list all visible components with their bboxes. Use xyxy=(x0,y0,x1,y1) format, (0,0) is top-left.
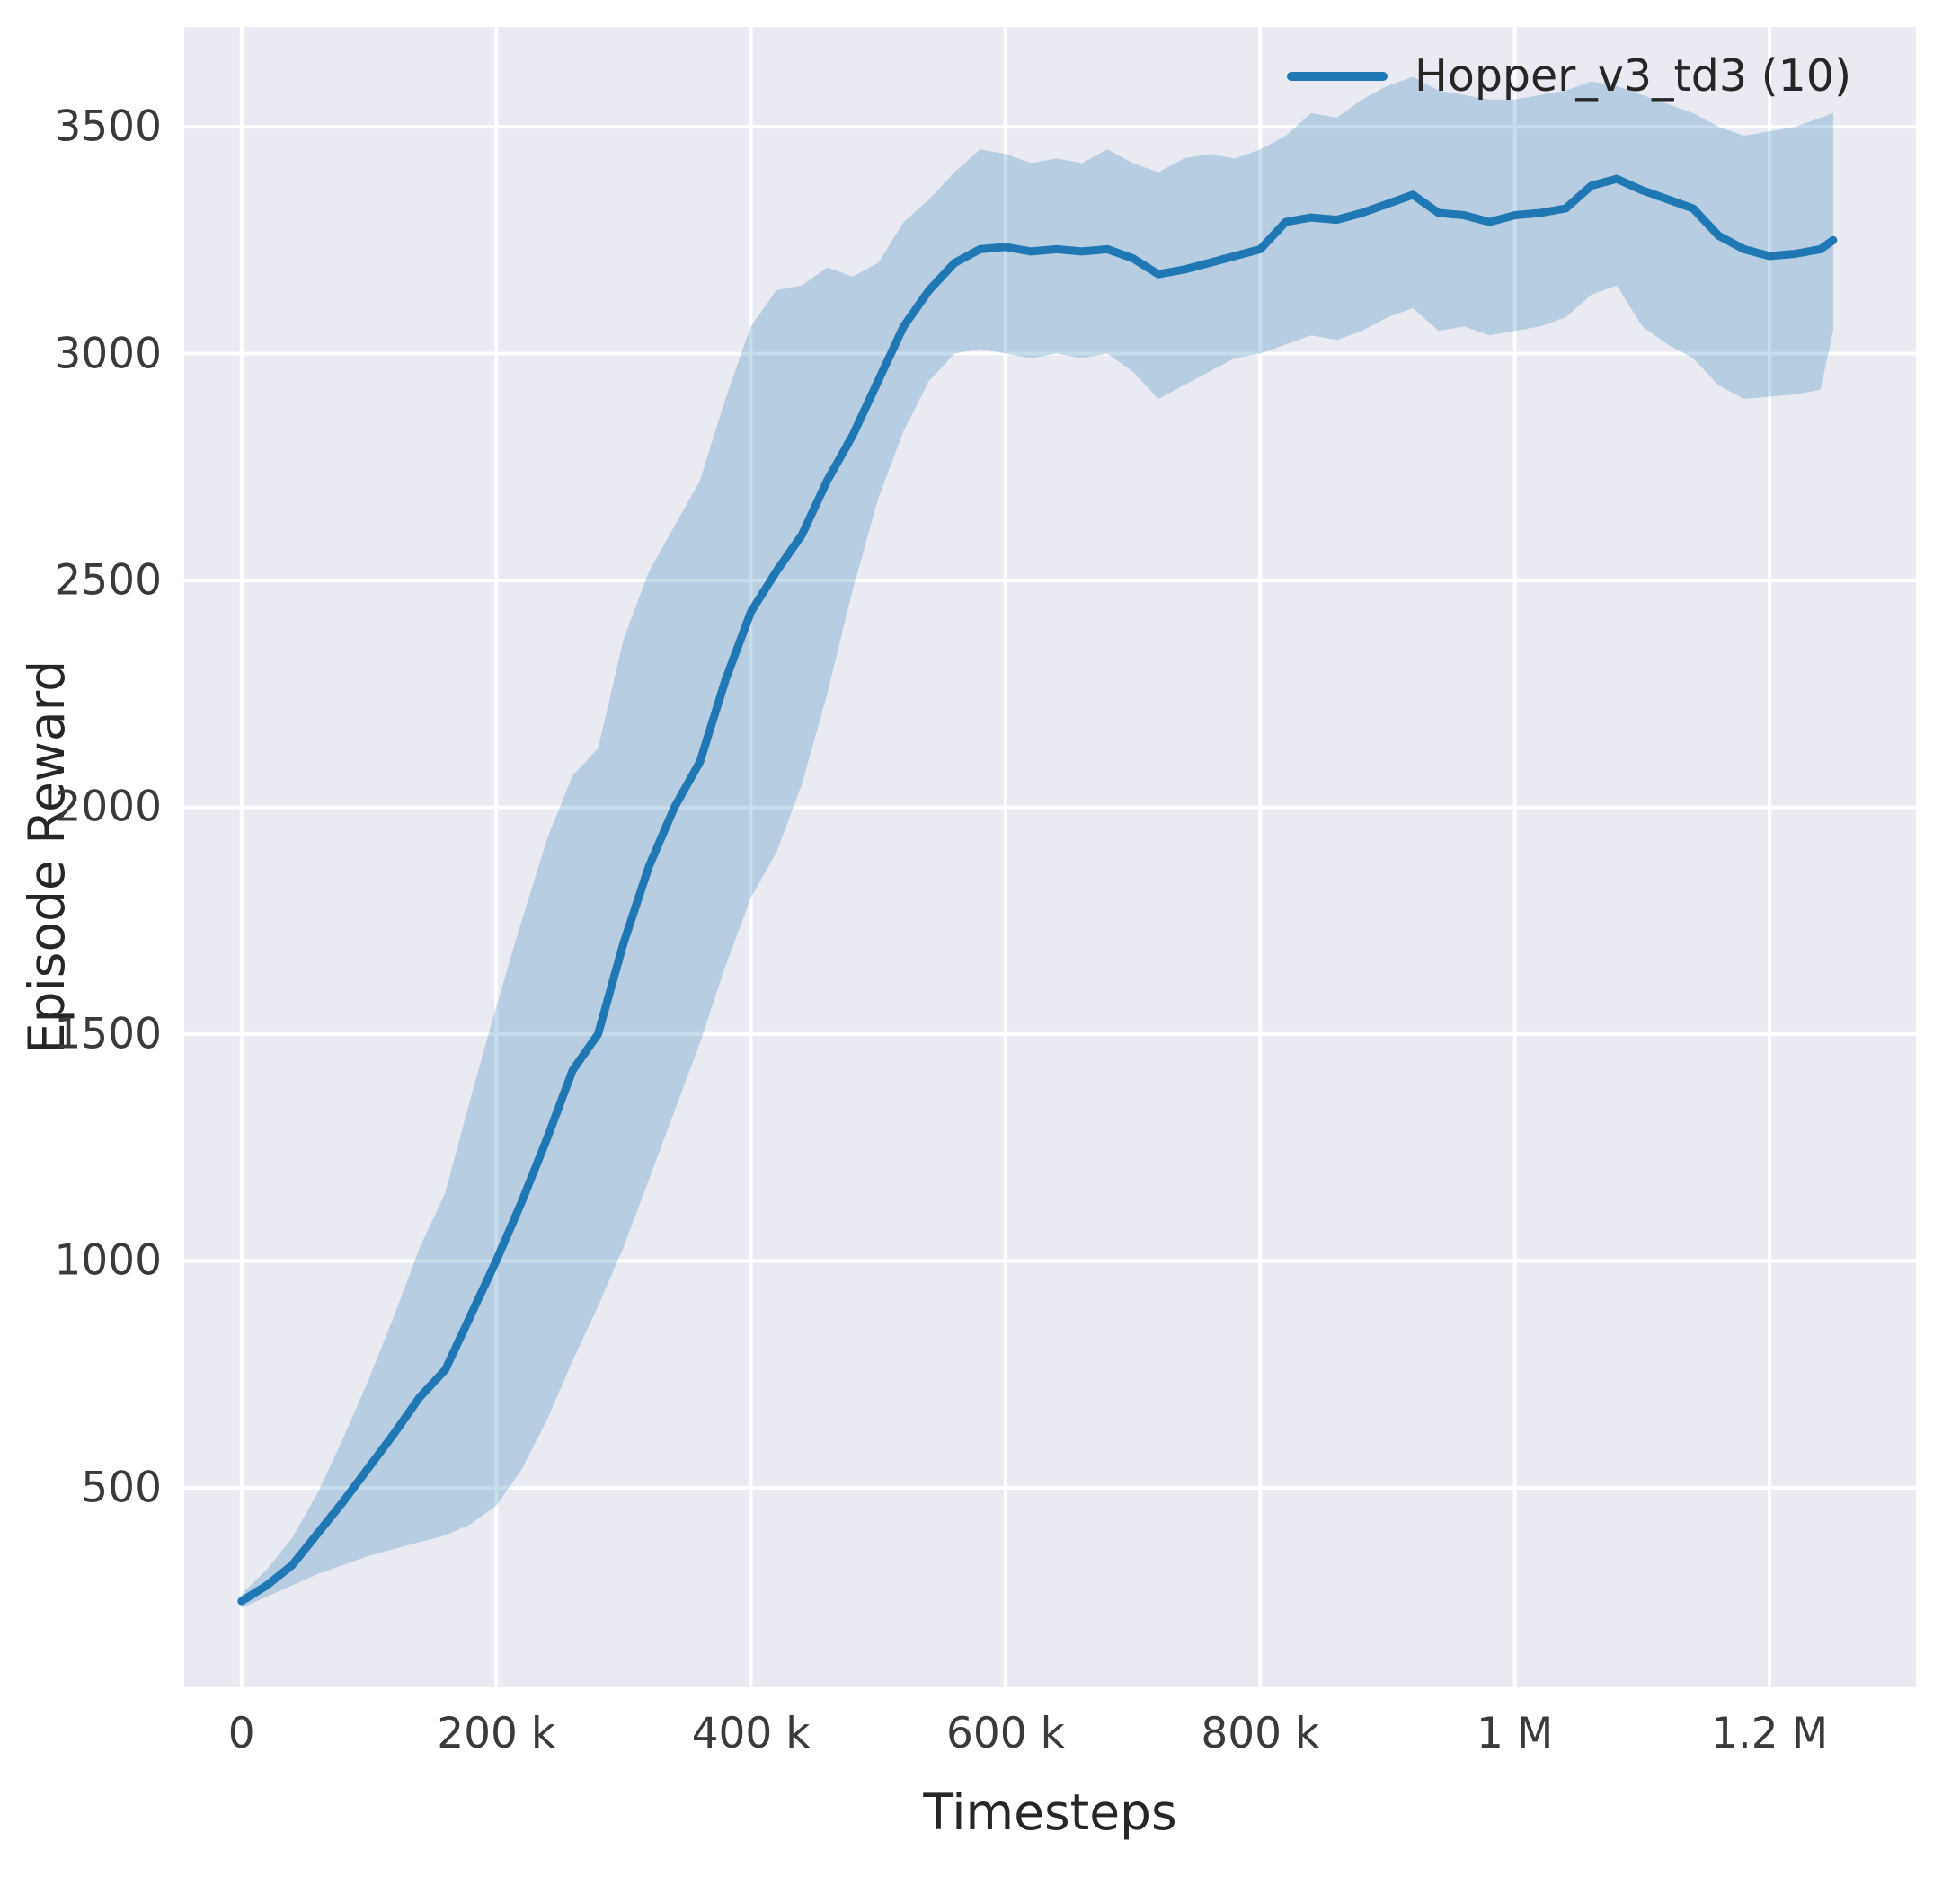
y-tick-label: 1500 xyxy=(54,1009,162,1059)
y-tick-label: 2000 xyxy=(54,782,162,832)
y-axis-label: Episode Reward xyxy=(18,659,75,1055)
plot-background xyxy=(184,27,1916,1687)
plot-area xyxy=(184,27,1916,1687)
x-tick-label: 600 k xyxy=(945,1709,1065,1758)
x-tick-label: 1.2 M xyxy=(1710,1709,1829,1758)
x-tick-label: 400 k xyxy=(691,1709,811,1758)
y-tick-label: 3000 xyxy=(54,329,162,379)
y-tick-label: 2500 xyxy=(54,555,162,606)
x-tick-label: 0 xyxy=(227,1709,255,1758)
legend: Hopper_v3_td3 (10) xyxy=(1287,50,1851,102)
x-tick-label: 800 k xyxy=(1201,1709,1320,1758)
legend-line-swatch xyxy=(1287,71,1388,81)
mean-line xyxy=(237,174,1838,1606)
confidence-band xyxy=(241,76,1833,1608)
x-tick-label: 200 k xyxy=(437,1709,556,1758)
y-tick-label: 3500 xyxy=(54,102,162,152)
x-axis-label: Timesteps xyxy=(923,1783,1177,1841)
y-tick-label: 1000 xyxy=(54,1235,162,1286)
grid-lines xyxy=(184,27,1916,1687)
y-tick-label: 500 xyxy=(81,1463,162,1513)
x-tick-label: 1 M xyxy=(1476,1709,1554,1758)
line-layer xyxy=(237,174,1838,1606)
legend-label: Hopper_v3_td3 (10) xyxy=(1415,50,1852,102)
band-layer xyxy=(241,76,1833,1608)
